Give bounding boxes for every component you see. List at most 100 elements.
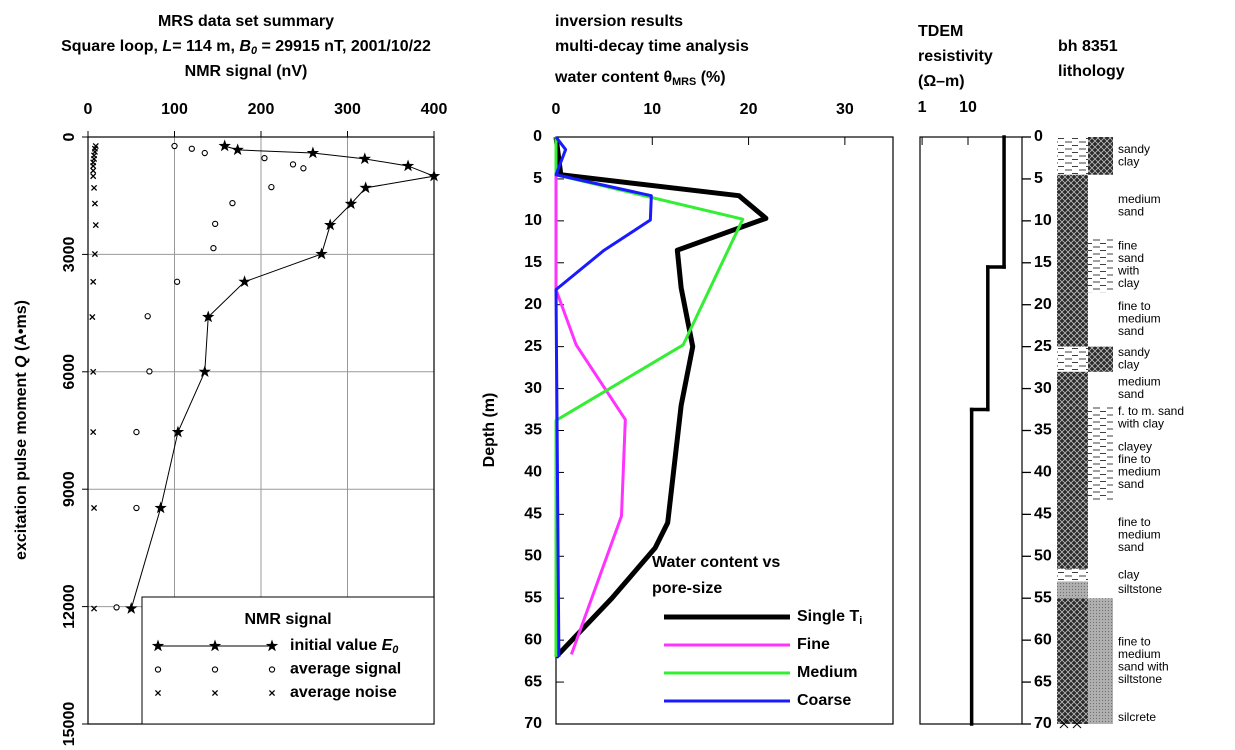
data-point	[173, 278, 181, 285]
data-point	[90, 504, 98, 512]
lithology-layer	[1057, 237, 1088, 293]
legend-label: initial value E0	[290, 637, 398, 656]
y-tick-label: 50	[1034, 548, 1052, 565]
lithology-label: clay	[1118, 358, 1139, 372]
y-tick-label: 0	[61, 132, 78, 141]
text-part: 0	[251, 45, 257, 57]
lithology-label: clay	[1118, 567, 1139, 581]
x-tick-label: 0	[84, 101, 93, 118]
lithology-label: medium	[1118, 192, 1161, 206]
lithology-label: silcrete	[1118, 710, 1156, 724]
series-line	[553, 136, 769, 659]
lithology-label: siltstone	[1118, 582, 1162, 596]
lithology-label: with clay	[1117, 416, 1164, 430]
x-tick-label: 300	[334, 101, 361, 118]
lithology-label: sand	[1118, 251, 1144, 265]
data-point	[113, 604, 120, 611]
x-tick-label: 10	[643, 101, 661, 118]
series-line	[554, 136, 653, 657]
lithology-label: sand	[1118, 387, 1144, 401]
lithology-layer	[1088, 346, 1113, 372]
legend-marker	[211, 666, 219, 673]
legend-marker	[211, 689, 219, 697]
data-point	[261, 154, 268, 162]
data-point	[359, 181, 372, 194]
x-tick-label: 200	[248, 101, 275, 118]
x-tick-label: 400	[421, 101, 448, 118]
legend-label: Coarse	[797, 692, 851, 709]
y-tick-label: 70	[524, 715, 542, 732]
lithology-label: fine to	[1118, 635, 1151, 649]
y-tick-label: 35	[1034, 422, 1052, 439]
text-part: 0	[392, 644, 398, 656]
y-axis-label: Depth (m)	[481, 393, 498, 468]
data-point	[229, 199, 236, 207]
y-tick-label: 65	[1034, 673, 1052, 690]
data-point	[144, 313, 151, 320]
data-point	[238, 275, 251, 288]
data-point	[401, 159, 415, 172]
x-tick-label: 10	[959, 99, 977, 116]
chart-title: multi-decay time analysis	[555, 38, 749, 55]
data-point	[201, 149, 208, 157]
legend-marker	[208, 639, 222, 652]
lithology-layer	[1057, 371, 1088, 406]
data-point	[324, 218, 337, 231]
y-tick-label: 55	[524, 589, 542, 606]
legend-title: Water content vs	[652, 554, 780, 571]
lithology-layer	[1057, 174, 1088, 238]
lithology-label: clay	[1118, 276, 1139, 290]
legend-marker	[154, 666, 162, 673]
y-tick-label: 70	[1034, 715, 1052, 732]
lithology-label: sand with	[1118, 660, 1169, 674]
lithology-layer	[1057, 501, 1088, 569]
lithology-layer	[1088, 237, 1113, 293]
data-point	[91, 200, 98, 207]
x-tick-label: 100	[161, 101, 188, 118]
data-point	[90, 184, 98, 191]
x-axis-label: NMR signal (nV)	[185, 63, 308, 80]
data-point	[90, 278, 97, 285]
y-tick-label: 50	[524, 548, 542, 565]
lithology-layer	[1059, 719, 1069, 729]
y-tick-label: 15000	[61, 702, 78, 747]
data-point	[212, 220, 219, 228]
lithology-label: sand	[1118, 477, 1144, 491]
y-tick-label: 15	[1034, 254, 1052, 271]
lithology-layer	[1057, 346, 1088, 372]
lithology-layer	[1088, 405, 1113, 431]
x-tick-label: 30	[836, 101, 854, 118]
y-tick-label: 10	[524, 212, 542, 229]
chart-title: MRS data set summary	[158, 13, 334, 30]
data-point	[306, 146, 320, 159]
data-point	[344, 197, 358, 210]
chart-title: inversion results	[555, 13, 683, 30]
y-tick-label: 45	[524, 506, 542, 523]
text-part: i	[859, 615, 862, 627]
chart-title: lithology	[1058, 63, 1125, 80]
y-tick-label: 10	[1034, 212, 1052, 229]
lithology-layer	[1057, 430, 1088, 502]
x-axis-label: water content θMRS (%)	[554, 69, 726, 88]
lithology-label: medium	[1118, 465, 1161, 479]
legend-label: average noise	[290, 684, 397, 701]
data-point	[427, 169, 441, 182]
legend-marker	[268, 689, 276, 697]
lithology-label: medium	[1118, 312, 1161, 326]
chart-title: TDEM	[918, 23, 963, 40]
legend-label: Medium	[797, 664, 857, 681]
lithology-label: siltstone	[1118, 672, 1162, 686]
data-point	[133, 428, 140, 436]
series-line	[554, 137, 627, 655]
text-part: = 114 m,	[172, 38, 239, 55]
y-tick-label: 65	[524, 673, 542, 690]
series-line	[130, 145, 436, 609]
data-point	[154, 501, 167, 514]
lithology-layer	[1057, 598, 1088, 724]
text-part: (%)	[696, 69, 725, 86]
legend-marker	[151, 639, 165, 652]
y-tick-label: 25	[524, 338, 542, 355]
legend-marker	[154, 689, 162, 697]
data-point	[210, 244, 217, 252]
data-point	[171, 142, 178, 150]
